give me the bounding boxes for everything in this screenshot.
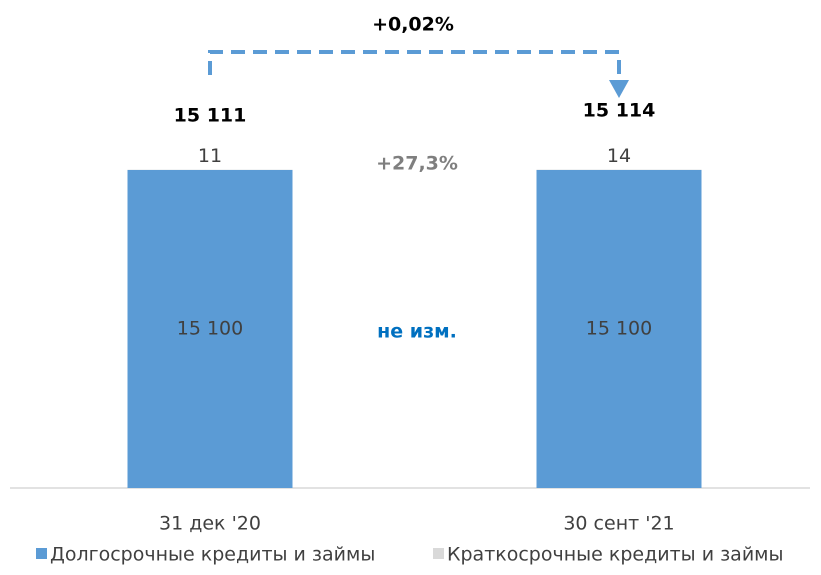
segment-label: 11 bbox=[198, 145, 222, 167]
x-tick-label: 30 сент '21 bbox=[563, 513, 674, 535]
legend-label: Краткосрочные кредиты и займы bbox=[447, 544, 784, 566]
arrow-head bbox=[609, 80, 629, 98]
legend-label: Долгосрочные кредиты и займы bbox=[50, 544, 375, 566]
segment-label: 15 100 bbox=[177, 317, 243, 339]
legend-swatch bbox=[36, 548, 47, 559]
total-label: 15 111 bbox=[174, 105, 247, 127]
total-label: 15 114 bbox=[583, 100, 656, 122]
segment-label: 14 bbox=[607, 145, 631, 167]
long-change: не изм. bbox=[377, 321, 457, 343]
total-change: +0,02% bbox=[372, 14, 454, 36]
segment-label: 15 100 bbox=[586, 317, 652, 339]
x-tick-label: 31 дек '20 bbox=[159, 513, 261, 535]
legend-swatch bbox=[433, 548, 444, 559]
bar-segment bbox=[536, 169, 702, 489]
change-arrow bbox=[208, 50, 621, 82]
bar-segment bbox=[127, 169, 293, 489]
short-change: +27,3% bbox=[376, 153, 458, 175]
